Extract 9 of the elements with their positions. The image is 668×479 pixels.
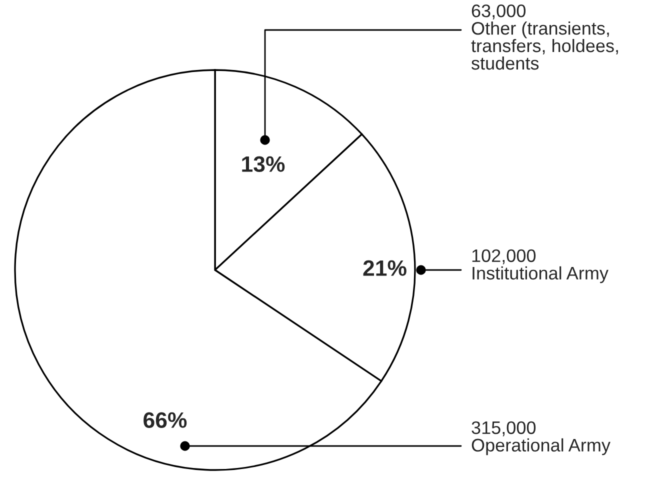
slice-label: Other (transients, transfers, holdees, students	[471, 21, 618, 70]
text: 21%	[363, 260, 406, 276]
text: 13%	[242, 156, 285, 172]
slice-label: Operational Army	[472, 438, 610, 456]
data-label: 315,000	[472, 421, 536, 436]
slice-label: Institutional Army	[472, 266, 608, 284]
data-label: 102,000	[472, 249, 536, 264]
text: 66%	[144, 412, 187, 428]
data-label: 63,000	[472, 4, 526, 20]
